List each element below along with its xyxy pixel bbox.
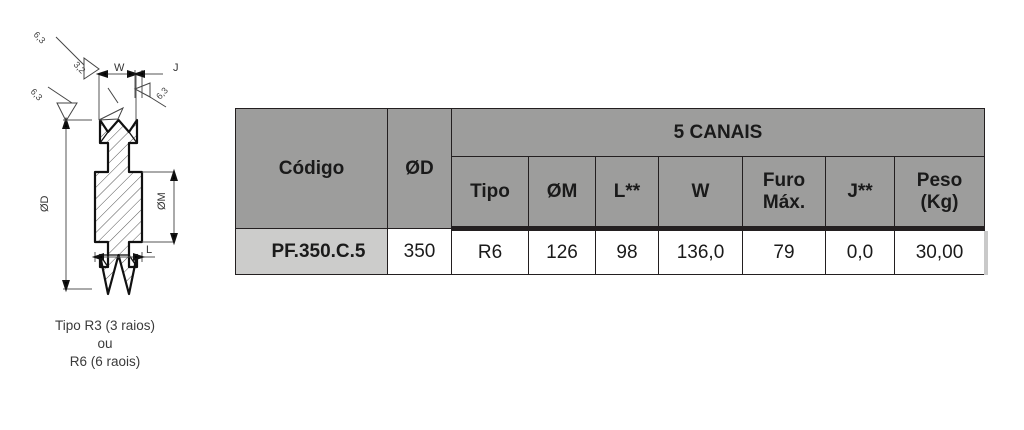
- svg-text:6,3: 6,3: [32, 30, 48, 46]
- svg-text:6,3: 6,3: [154, 85, 170, 101]
- svg-text:ØM: ØM: [156, 192, 168, 210]
- svg-text:ØD: ØD: [39, 195, 51, 212]
- svg-text:W: W: [114, 62, 125, 74]
- svg-text:J: J: [173, 62, 179, 74]
- svg-text:L: L: [146, 244, 152, 256]
- svg-text:6,3: 6,3: [29, 87, 45, 103]
- svg-text:3,2: 3,2: [72, 60, 88, 76]
